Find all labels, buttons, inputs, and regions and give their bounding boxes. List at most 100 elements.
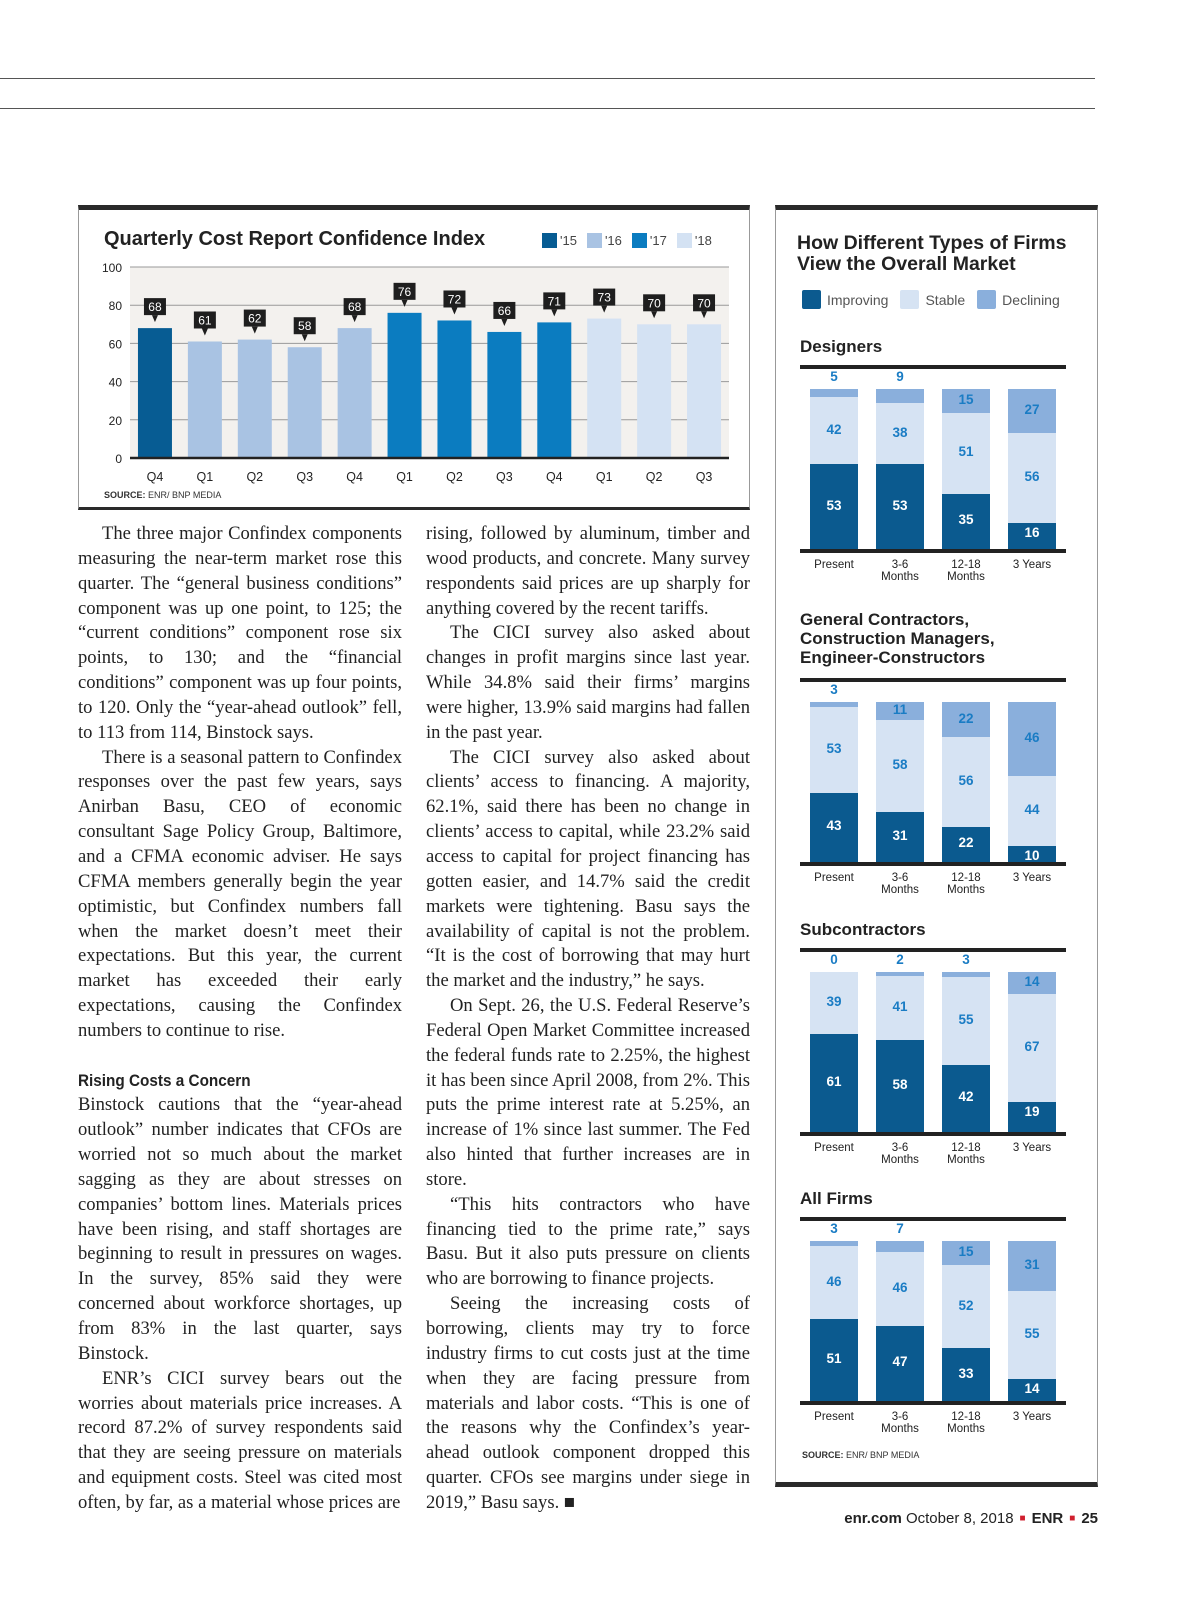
bar-segment-declining <box>876 1241 924 1253</box>
x-tick-label: Q2 <box>246 470 263 484</box>
x-axis-label: 12-18 Months <box>947 1142 985 1166</box>
value-label-declining: 15 <box>958 391 974 407</box>
value-label-improving: 22 <box>958 835 974 851</box>
value-label-stable: 56 <box>1024 468 1040 484</box>
article-column-1: The three major Confindex components mea… <box>78 522 402 1516</box>
data-label: 62 <box>248 312 262 326</box>
value-label-improving: 61 <box>826 1074 842 1090</box>
footer-date: October 8, 2018 <box>905 1510 1014 1527</box>
value-label-declining: 31 <box>1024 1256 1040 1272</box>
y-tick-label: 100 <box>102 261 122 275</box>
value-label-stable: 52 <box>958 1297 974 1313</box>
value-label-stable: 44 <box>1024 801 1040 817</box>
data-label-box <box>543 292 566 310</box>
footer-brand: ENR <box>1031 1510 1064 1527</box>
bar-segment-declining <box>942 1241 990 1265</box>
subhead: Rising Costs a Concern <box>78 1070 251 1090</box>
bar-segment-improving <box>942 493 990 549</box>
data-label-pointer <box>651 311 658 319</box>
bar-segment-stable <box>876 719 924 813</box>
data-label-pointer <box>501 318 508 326</box>
value-label-declining: 0 <box>830 952 838 967</box>
bar <box>687 324 722 458</box>
legend-item-improving: Improving <box>802 290 888 309</box>
legend-item: '16 <box>586 233 622 248</box>
bar <box>337 328 372 458</box>
value-label-declining: 46 <box>1024 729 1040 745</box>
bar-segment-stable <box>942 976 990 1065</box>
bar <box>137 328 172 458</box>
x-axis-label: Present <box>814 1142 854 1154</box>
x-tick-label: Q3 <box>296 470 313 484</box>
x-axis-label: 3-6 Months <box>881 559 919 583</box>
x-axis-label: Present <box>814 1411 854 1423</box>
value-label-improving: 42 <box>958 1089 974 1105</box>
data-label-pointer <box>151 315 158 323</box>
bar <box>487 331 522 458</box>
top-rule <box>0 78 1095 79</box>
bar-segment-declining <box>810 389 858 397</box>
data-label-box <box>693 294 716 312</box>
bar-segment-declining <box>876 389 924 404</box>
data-label: 72 <box>448 292 462 306</box>
value-label-declining: 3 <box>830 1221 838 1236</box>
x-axis-label: Present <box>814 559 854 571</box>
chart-plot: 0 20 40 60 80 100 68 Q4 61 Q1 62 Q2 58 Q3 68 Q4 76 Q1 72 Q2… <box>102 261 729 484</box>
value-label-declining: 22 <box>958 710 974 726</box>
bar-segment-stable <box>810 397 858 465</box>
value-label-stable: 39 <box>826 994 842 1010</box>
bar-segment-declining <box>810 702 858 707</box>
bar-segment-improving <box>942 826 990 862</box>
bar-segment-stable <box>1008 432 1056 524</box>
bar <box>187 341 222 458</box>
bar-segment-improving <box>810 1034 858 1132</box>
legend-item: '15 <box>542 233 577 248</box>
data-label: 68 <box>348 300 362 314</box>
sidebar-title: How Different Types of Firms View the Ove… <box>797 232 1067 275</box>
bar-segment-declining <box>876 972 924 976</box>
confidence-index-chart: Quarterly Cost Report Confidence Index '… <box>78 205 750 510</box>
x-axis-label: 3-6 Months <box>881 1142 919 1166</box>
plot-background <box>130 267 729 458</box>
value-label-stable: 41 <box>892 998 908 1014</box>
y-tick-label: 0 <box>115 452 122 466</box>
data-label: 76 <box>398 285 412 299</box>
bar <box>537 322 572 458</box>
paragraph: There is a seasonal pattern to Confindex… <box>78 746 402 1041</box>
bar-segment-stable <box>876 1252 924 1326</box>
x-tick-label: Q4 <box>147 470 164 484</box>
data-label-box <box>193 311 216 329</box>
bar-segment-improving <box>1008 1378 1056 1401</box>
x-axis-label: 3-6 Months <box>881 1411 919 1435</box>
value-label-declining: 5 <box>830 369 838 384</box>
bar-segment-improving <box>1008 523 1056 549</box>
bar-segment-improving <box>1008 1101 1056 1132</box>
x-tick-label: Q2 <box>646 470 663 484</box>
value-label-declining: 3 <box>830 682 838 697</box>
value-label-declining: 27 <box>1024 401 1040 417</box>
article-column-2: rising, followed by aluminum, timber and… <box>426 522 750 1516</box>
value-label-declining: 11 <box>892 701 908 717</box>
x-tick-label: Q1 <box>396 470 413 484</box>
x-axis-label: 3 Years <box>1012 1142 1052 1154</box>
value-label-improving: 19 <box>1024 1103 1040 1119</box>
section-title: Designers <box>800 337 883 356</box>
bar-segment-improving <box>876 464 924 549</box>
value-label-stable: 67 <box>1024 1039 1040 1054</box>
x-axis-label: 3 Years <box>1012 559 1052 571</box>
page-number: 25 <box>1081 1510 1098 1527</box>
value-label-stable: 46 <box>826 1273 842 1289</box>
value-label-stable: 42 <box>826 421 842 437</box>
data-label-pointer <box>251 326 258 334</box>
stacked-chart-4: 51 46 3 47 46 7 33 52 15 14 55 31 <box>800 1217 1066 1405</box>
legend-item: '18 <box>676 233 712 248</box>
value-label-improving: 51 <box>826 1351 842 1367</box>
y-tick-label: 20 <box>109 414 123 428</box>
stacked-chart-1: 53 42 5 53 38 9 35 51 15 16 56 27 <box>800 365 1066 553</box>
bar-segment-stable <box>1008 994 1056 1102</box>
x-axis-label: 12-18 Months <box>947 872 985 896</box>
bar <box>237 339 272 458</box>
legend-item-declining: Declining <box>977 290 1060 309</box>
x-tick-label: Q4 <box>346 470 363 484</box>
paragraph: The CICI survey also asked about changes… <box>426 622 750 743</box>
